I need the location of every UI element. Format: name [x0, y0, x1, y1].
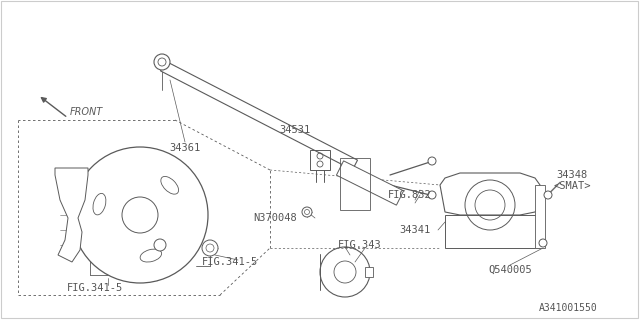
Text: FIG.341-5: FIG.341-5: [202, 257, 258, 267]
Polygon shape: [445, 215, 540, 248]
Text: 34348: 34348: [556, 170, 588, 180]
Text: N370048: N370048: [253, 213, 297, 223]
Text: A341001550: A341001550: [539, 303, 597, 313]
Polygon shape: [161, 61, 358, 170]
Text: 34361: 34361: [170, 143, 200, 153]
Polygon shape: [55, 168, 88, 262]
Circle shape: [544, 191, 552, 199]
Circle shape: [72, 147, 208, 283]
Polygon shape: [535, 185, 545, 248]
Polygon shape: [440, 173, 540, 215]
Text: FIG.832: FIG.832: [388, 190, 432, 200]
Circle shape: [154, 54, 170, 70]
Circle shape: [428, 191, 436, 199]
Text: Q540005: Q540005: [488, 265, 532, 275]
Text: FIG.343: FIG.343: [338, 240, 382, 250]
Text: FRONT: FRONT: [70, 107, 103, 117]
Text: 34341: 34341: [399, 225, 431, 235]
Circle shape: [539, 239, 547, 247]
Text: <SMAT>: <SMAT>: [553, 181, 591, 191]
Polygon shape: [337, 161, 404, 205]
Text: 34531: 34531: [280, 125, 310, 135]
Circle shape: [428, 157, 436, 165]
Circle shape: [154, 239, 166, 251]
Circle shape: [302, 207, 312, 217]
Circle shape: [202, 240, 218, 256]
Text: FIG.341-5: FIG.341-5: [67, 283, 123, 293]
Polygon shape: [365, 267, 373, 277]
